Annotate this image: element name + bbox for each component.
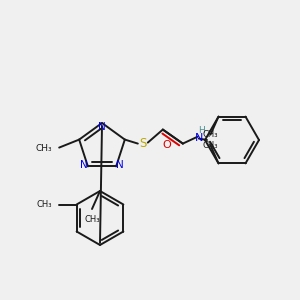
Text: S: S — [139, 137, 146, 150]
Text: H: H — [199, 126, 205, 135]
Text: N: N — [195, 133, 203, 142]
Text: O: O — [163, 140, 172, 150]
Text: N: N — [98, 122, 106, 132]
Text: N: N — [80, 160, 88, 170]
Text: CH₃: CH₃ — [35, 144, 52, 153]
Text: CH₃: CH₃ — [36, 200, 52, 209]
Text: CH₃: CH₃ — [203, 130, 218, 140]
Text: N: N — [116, 160, 124, 170]
Text: CH₃: CH₃ — [203, 141, 218, 150]
Text: CH₃: CH₃ — [84, 215, 100, 224]
